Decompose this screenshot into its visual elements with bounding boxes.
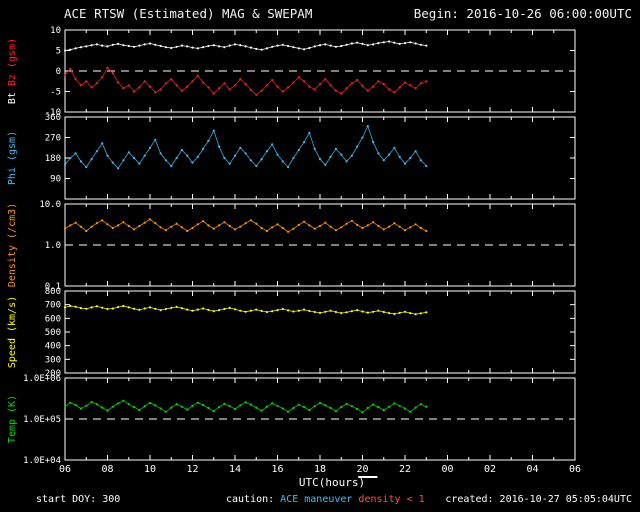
x-tick-label: 02: [484, 464, 496, 475]
y-tick-label: 200: [45, 369, 61, 379]
y-tick-label: 1.0: [45, 241, 61, 251]
panel-ylabel: Density (/cm3): [7, 203, 18, 287]
created-timestamp: created: 2016-10-27 05:05:04UTC: [445, 494, 632, 505]
x-tick-label: 08: [101, 464, 113, 475]
x-tick-label: 10: [144, 464, 156, 475]
series-line-Bz: [64, 67, 427, 96]
y-tick-label: 5: [56, 47, 61, 57]
page-title: ACE RTSW (Estimated) MAG & SWEPAM: [64, 6, 313, 21]
y-tick-label: 1.0E+05: [23, 415, 61, 425]
x-tick-label: 06: [569, 464, 581, 475]
panel-ylabel: Bt Bz (gsm): [7, 38, 18, 104]
panel-ylabel: Speed (km/s): [7, 296, 18, 368]
series-line-Density: [64, 218, 427, 233]
x-tick-label: 20: [356, 464, 368, 475]
y-tick-label: 800: [45, 287, 61, 297]
y-tick-label: -5: [50, 88, 61, 98]
x-tick-label: 00: [441, 464, 453, 475]
y-tick-label: 10.0: [39, 200, 61, 210]
y-tick-label: 360: [45, 113, 61, 123]
y-tick-label: 400: [45, 342, 61, 352]
panel-mag: 10 5 0 -5 -10 Bt Bz (gsm): [7, 26, 576, 118]
y-tick-label: 500: [45, 328, 61, 338]
panel-ylabel: Temp (K): [7, 395, 18, 443]
panel-phi: 360 270 180 90 Phi (gsm): [7, 113, 576, 200]
panel-speed: 800 700 600 500 400 300 200 Speed (km/s): [7, 287, 576, 379]
y-tick-label: 0.1: [45, 282, 61, 292]
panel-temp: 1.0E+06 1.0E+05 1.0E+04 Temp (K): [7, 374, 576, 466]
x-tick-label: 12: [186, 464, 198, 475]
caution-note: caution: ACE maneuver density < 1: [226, 494, 431, 505]
y-tick-label: 90: [50, 175, 61, 185]
x-axis-label: UTC(hours): [298, 476, 366, 489]
y-tick-label: 300: [45, 355, 61, 365]
x-tick-label: 18: [314, 464, 326, 475]
y-tick-label: 1.0E+04: [23, 456, 61, 466]
panel-frame: [64, 116, 576, 200]
series-line-Phi: [64, 125, 427, 169]
x-tick-label: 22: [399, 464, 411, 475]
y-tick-label: 10: [50, 26, 61, 36]
series-line-Speed: [64, 305, 427, 315]
y-tick-label: 1.0E+06: [23, 374, 61, 384]
y-tick-label: -10: [45, 108, 61, 118]
y-tick-label: 700: [45, 301, 61, 311]
y-tick-label: 270: [45, 134, 61, 144]
x-tick-label: 04: [526, 464, 538, 475]
start-doy-label: start DOY: 300: [36, 494, 121, 505]
y-tick-label: 180: [45, 154, 61, 164]
y-tick-label: 600: [45, 314, 61, 324]
begin-timestamp: Begin: 2016-10-26 06:00:00UTC: [413, 6, 632, 21]
panel-ylabel: Phi (gsm): [7, 131, 18, 185]
panel-frame: [64, 290, 576, 374]
x-tick-label: 14: [229, 464, 241, 475]
caution-label: caution:: [226, 494, 275, 505]
maneuver-label: ACE maneuver: [280, 494, 353, 505]
x-tick-label: 16: [271, 464, 283, 475]
density-caution-label: density < 1: [358, 494, 425, 505]
y-tick-label: 0: [56, 67, 61, 77]
panel-density: 10.0 1.0 0.1 Density (/cm3): [7, 200, 576, 292]
x-tick-label: 06: [59, 464, 71, 475]
